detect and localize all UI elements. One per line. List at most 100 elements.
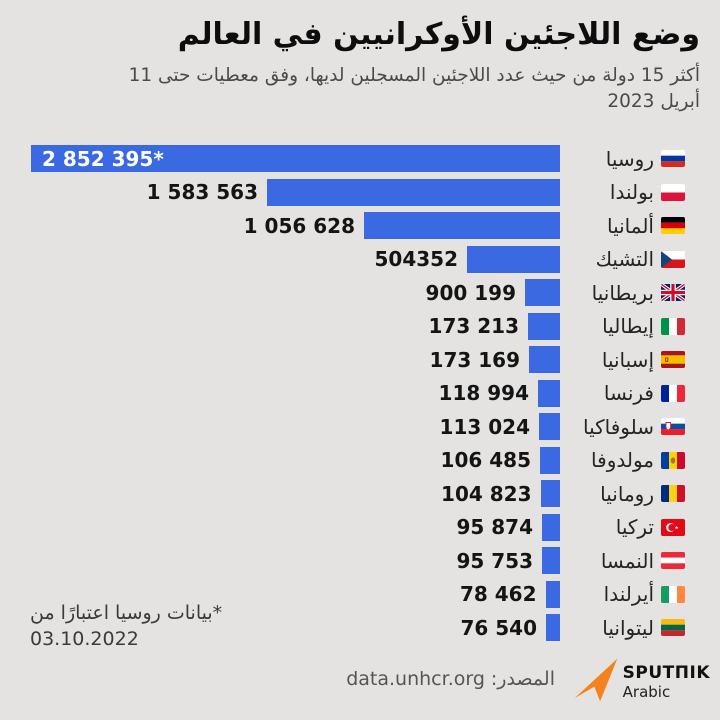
- country-label: إيطاليا: [602, 314, 654, 338]
- bar-cell: 118 994: [25, 379, 560, 407]
- bar: [542, 547, 560, 574]
- chart-row-turkey: تركيا 95 874: [25, 513, 685, 541]
- country-label: سلوفاكيا: [582, 414, 654, 439]
- bar-cell: 173 169: [25, 346, 560, 373]
- country-cell: رومانيا: [560, 482, 685, 506]
- footnote: *بيانات روسيا اعتبارًا من 03.10.2022: [30, 601, 222, 652]
- chart-row-italy: إيطاليا 173 213: [25, 312, 685, 340]
- bar: [364, 212, 560, 239]
- chart-row-spain: إسبانيا 173 169: [25, 346, 685, 373]
- bar-chart: روسيا 2 852 395* بولندا 1 583 563: [25, 145, 685, 648]
- chart-row-germany: ألمانيا 1 056 628: [25, 212, 685, 239]
- country-label: فرنسا: [603, 381, 654, 405]
- country-label: روسيا: [605, 146, 654, 171]
- bar-value: 504352: [374, 247, 459, 271]
- bar-value: 173 213: [428, 314, 519, 338]
- country-cell: روسيا: [560, 147, 685, 171]
- subtitle-line-2: أبريل 2023: [607, 91, 700, 113]
- country-label: ليتوانيا: [602, 615, 654, 640]
- bar: [467, 245, 560, 273]
- bar-cell: 95 874: [25, 513, 560, 541]
- bar-cell: 113 024: [25, 413, 560, 440]
- france-flag-icon: [661, 384, 685, 402]
- country-cell: مولدوفا: [560, 448, 685, 472]
- chart-row-russia: روسيا 2 852 395*: [25, 145, 685, 172]
- country-cell: إسبانيا: [560, 348, 685, 372]
- russia-flag-icon: [661, 150, 685, 167]
- chart-row-ireland: أيرلندا 78 462: [25, 580, 685, 608]
- germany-flag-icon: [661, 217, 685, 234]
- czech-flag-icon: [661, 250, 685, 268]
- country-label: التشيك: [595, 247, 654, 271]
- bar-cell: 76 540: [25, 614, 560, 641]
- country-cell: ليتوانيا: [560, 616, 685, 640]
- chart-row-slovakia: سلوفاكيا 113 024: [25, 413, 685, 440]
- uk-flag-icon: [661, 284, 685, 301]
- bar: [529, 346, 560, 373]
- chart-row-poland: بولندا 1 583 563: [25, 178, 685, 206]
- country-label: بريطانيا: [591, 280, 654, 305]
- country-cell: ألمانيا: [560, 214, 685, 238]
- bar-cell: 1 056 628: [25, 212, 560, 239]
- bar: [545, 580, 560, 608]
- bar: [528, 312, 560, 340]
- bar: [540, 480, 560, 507]
- country-label: مولدوفا: [591, 448, 654, 472]
- romania-flag-icon: [661, 485, 685, 502]
- footnote-line-2: 03.10.2022: [30, 627, 139, 650]
- bar-value: 95 753: [456, 548, 533, 573]
- country-label: أيرلندا: [603, 582, 654, 606]
- bar: [540, 446, 560, 474]
- chart-row-moldova: مولدوفا 106 485: [25, 446, 685, 474]
- bar-cell: 106 485: [25, 446, 560, 474]
- bar: [546, 614, 560, 641]
- country-label: رومانيا: [600, 481, 654, 506]
- bar-value: 95 874: [456, 515, 533, 539]
- footnote-line-1: *بيانات روسيا اعتبارًا من: [30, 602, 223, 624]
- austria-flag-icon: [661, 552, 685, 569]
- bar-cell: 1 583 563: [25, 178, 560, 206]
- brand-sub-label: Arabic: [622, 682, 671, 701]
- brand-text: SPUTΠIK Arabic: [623, 656, 710, 701]
- bar-value-inside: 2 852 395*: [42, 146, 164, 171]
- spain-flag-icon: [661, 351, 685, 368]
- source-label: المصدر:: [490, 668, 555, 690]
- page-title: وضع اللاجئين الأوكرانيين في العالم: [177, 17, 700, 52]
- country-label: ألمانيا: [606, 213, 654, 238]
- chart-row-romania: رومانيا 104 823: [25, 480, 685, 507]
- country-label: بولندا: [609, 180, 654, 204]
- bar-value: 113 024: [439, 414, 530, 439]
- bar-value: 900 199: [425, 280, 516, 305]
- bar-value: 104 823: [441, 481, 532, 506]
- sputnik-logo: SPUTΠIK Arabic: [573, 656, 710, 704]
- country-cell: فرنسا: [560, 381, 685, 405]
- chart-row-lithuania: ليتوانيا 76 540: [25, 614, 685, 641]
- bar: [525, 279, 560, 306]
- page-subtitle: أكثر 15 دولة من حيث عدد اللاجئين المسجلي…: [20, 63, 700, 117]
- chart-row-czech: التشيك 504352: [25, 245, 685, 273]
- bar-value: 106 485: [440, 448, 531, 472]
- bar-cell: 104 823: [25, 480, 560, 507]
- bar-value: 1 056 628: [243, 213, 355, 238]
- bar: [542, 513, 560, 541]
- bar-cell: 900 199: [25, 279, 560, 306]
- source: المصدر: data.unhcr.org: [346, 668, 555, 690]
- bar: 2 852 395*: [31, 145, 560, 172]
- italy-flag-icon: [661, 317, 685, 335]
- sputnik-arrow-icon: [574, 658, 618, 702]
- chart-row-uk: بريطانيا 900 199: [25, 279, 685, 306]
- poland-flag-icon: [661, 183, 685, 201]
- bar: [267, 178, 560, 206]
- subtitle-line-1: أكثر 15 دولة من حيث عدد اللاجئين المسجلي…: [128, 64, 700, 86]
- country-label: تركيا: [615, 515, 654, 539]
- country-cell: التشيك: [560, 247, 685, 271]
- bar: [539, 413, 560, 440]
- header: وضع اللاجئين الأوكرانيين في العالم أكثر …: [20, 16, 700, 116]
- chart-row-france: فرنسا 118 994: [25, 379, 685, 407]
- country-cell: بولندا: [560, 180, 685, 204]
- slovakia-flag-icon: [661, 418, 685, 435]
- turkey-flag-icon: [661, 518, 685, 536]
- source-url: data.unhcr.org: [346, 668, 485, 690]
- country-label: إسبانيا: [601, 347, 654, 372]
